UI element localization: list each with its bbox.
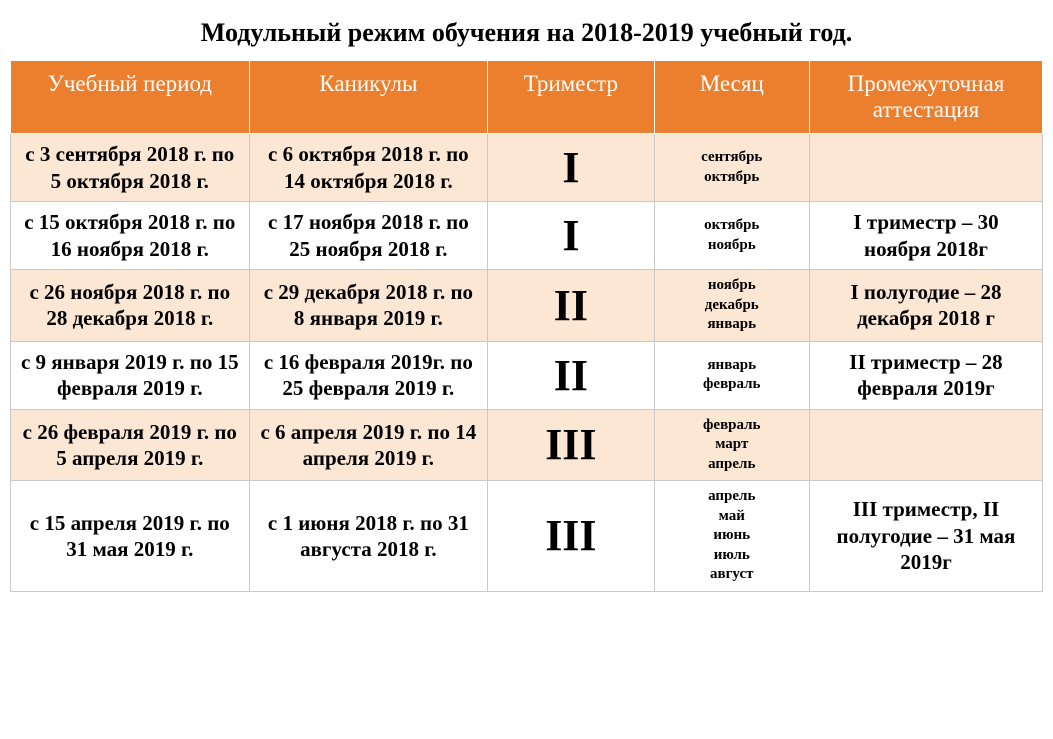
month-label: октябрь	[663, 168, 801, 188]
month-label: январь	[663, 315, 801, 335]
month-label: ноябрь	[663, 236, 801, 256]
cell-month: октябрьноябрь	[654, 202, 809, 270]
cell-period: с 9 января 2019 г. по 15 февраля 2019 г.	[11, 341, 250, 409]
month-label: июль	[663, 546, 801, 566]
cell-month: апрельмайиюньиюльавгуст	[654, 481, 809, 592]
col-header-trimester: Триместр	[488, 61, 654, 134]
cell-holiday: с 16 февраля 2019г. по 25 февраля 2019 г…	[249, 341, 488, 409]
cell-trimester: I	[488, 134, 654, 202]
cell-month: январьфевраль	[654, 341, 809, 409]
cell-period: с 26 февраля 2019 г. по 5 апреля 2019 г.	[11, 409, 250, 481]
schedule-table: Учебный период Каникулы Триместр Месяц П…	[10, 60, 1043, 592]
table-row: с 15 апреля 2019 г. по 31 мая 2019 г.с 1…	[11, 481, 1043, 592]
cell-period: с 3 сентября 2018 г. по 5 октября 2018 г…	[11, 134, 250, 202]
month-label: март	[663, 435, 801, 455]
table-row: с 26 ноября 2018 г. по 28 декабря 2018 г…	[11, 270, 1043, 342]
month-label: декабрь	[663, 296, 801, 316]
cell-period: с 15 октября 2018 г. по 16 ноября 2018 г…	[11, 202, 250, 270]
month-label: сентябрь	[663, 148, 801, 168]
table-body: с 3 сентября 2018 г. по 5 октября 2018 г…	[11, 134, 1043, 592]
cell-month: февральмартапрель	[654, 409, 809, 481]
cell-month: ноябрьдекабрьянварь	[654, 270, 809, 342]
cell-holiday: с 6 октября 2018 г. по14 октября 2018 г.	[249, 134, 488, 202]
cell-trimester: III	[488, 409, 654, 481]
month-label: июнь	[663, 526, 801, 546]
month-label: январь	[663, 356, 801, 376]
cell-trimester: II	[488, 270, 654, 342]
cell-period: с 26 ноября 2018 г. по 28 декабря 2018 г…	[11, 270, 250, 342]
month-label: апрель	[663, 455, 801, 475]
cell-attest	[809, 134, 1042, 202]
cell-holiday: с 29 декабря 2018 г. по 8 января 2019 г.	[249, 270, 488, 342]
month-label: август	[663, 565, 801, 585]
month-label: май	[663, 507, 801, 527]
cell-holiday: с 1 июня 2018 г. по 31 августа 2018 г.	[249, 481, 488, 592]
page-title: Модульный режим обучения на 2018-2019 уч…	[10, 18, 1043, 48]
cell-attest: I триместр – 30 ноября 2018г	[809, 202, 1042, 270]
cell-trimester: II	[488, 341, 654, 409]
col-header-period: Учебный период	[11, 61, 250, 134]
month-label: октябрь	[663, 216, 801, 236]
month-label: ноябрь	[663, 276, 801, 296]
col-header-attest: Промежуточная аттестация	[809, 61, 1042, 134]
table-row: с 9 января 2019 г. по 15 февраля 2019 г.…	[11, 341, 1043, 409]
col-header-holiday: Каникулы	[249, 61, 488, 134]
table-row: с 15 октября 2018 г. по 16 ноября 2018 г…	[11, 202, 1043, 270]
cell-attest: I полугодие – 28 декабря 2018 г	[809, 270, 1042, 342]
month-label: февраль	[663, 416, 801, 436]
cell-holiday: с 17 ноября 2018 г. по 25 ноября 2018 г.	[249, 202, 488, 270]
cell-attest	[809, 409, 1042, 481]
col-header-month: Месяц	[654, 61, 809, 134]
table-header-row: Учебный период Каникулы Триместр Месяц П…	[11, 61, 1043, 134]
month-label: февраль	[663, 375, 801, 395]
cell-trimester: I	[488, 202, 654, 270]
cell-holiday: с 6 апреля 2019 г. по 14 апреля 2019 г.	[249, 409, 488, 481]
table-row: с 26 февраля 2019 г. по 5 апреля 2019 г.…	[11, 409, 1043, 481]
table-row: с 3 сентября 2018 г. по 5 октября 2018 г…	[11, 134, 1043, 202]
cell-attest: III триместр, II полугодие – 31 мая 2019…	[809, 481, 1042, 592]
cell-trimester: III	[488, 481, 654, 592]
cell-month: сентябрьоктябрь	[654, 134, 809, 202]
cell-period: с 15 апреля 2019 г. по 31 мая 2019 г.	[11, 481, 250, 592]
month-label: апрель	[663, 487, 801, 507]
cell-attest: II триместр – 28 февраля 2019г	[809, 341, 1042, 409]
